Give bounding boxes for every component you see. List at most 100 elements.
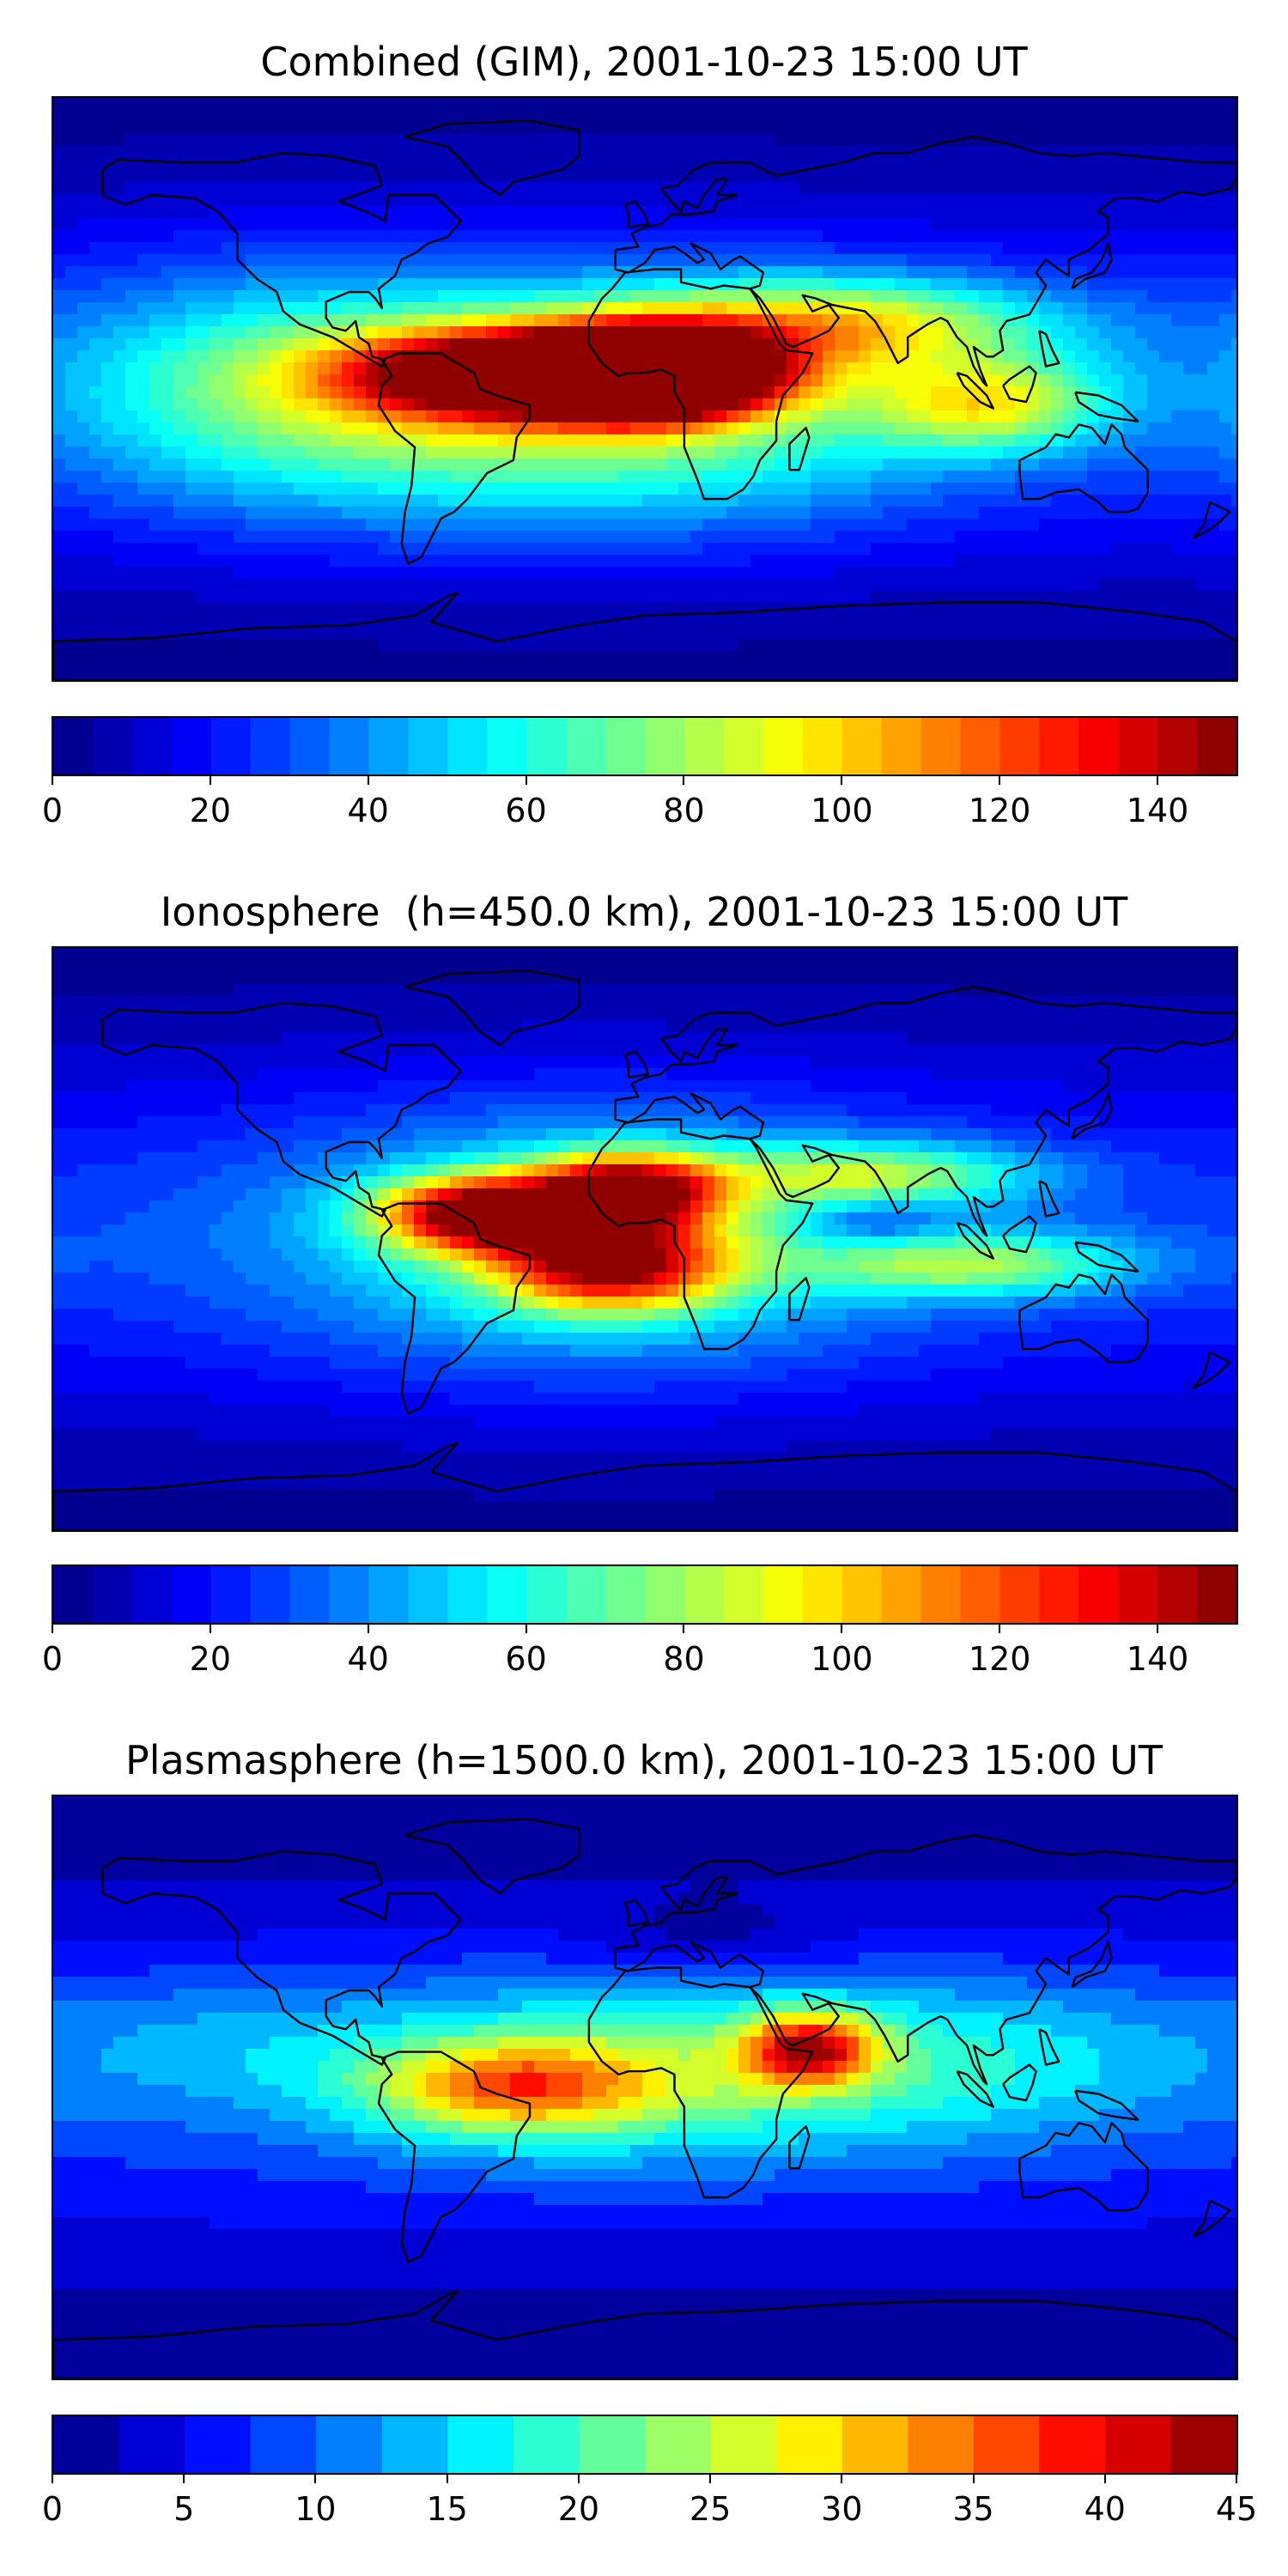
field-cell bbox=[438, 350, 451, 363]
field-cell bbox=[1075, 531, 1088, 544]
field-cell bbox=[125, 434, 138, 447]
field-cell bbox=[185, 182, 198, 195]
field-cell bbox=[234, 338, 246, 351]
field-cell bbox=[246, 170, 258, 183]
field-cell bbox=[811, 134, 823, 147]
field-cell bbox=[486, 146, 499, 159]
field-cell bbox=[654, 422, 667, 435]
field-cell bbox=[522, 675, 535, 680]
field-cell bbox=[486, 278, 499, 291]
field-cell bbox=[330, 651, 343, 664]
field-cell bbox=[258, 338, 270, 351]
field-cell bbox=[919, 603, 932, 616]
field-cell bbox=[630, 651, 643, 664]
field-cell bbox=[390, 326, 403, 339]
field-cell bbox=[654, 615, 667, 628]
field-cell bbox=[414, 374, 427, 387]
field-cell bbox=[642, 615, 655, 628]
field-cell bbox=[53, 206, 66, 219]
field-cell bbox=[210, 170, 222, 183]
field-cell bbox=[1075, 158, 1088, 171]
field-cell bbox=[77, 230, 90, 243]
field-cell bbox=[967, 410, 980, 423]
field-cell bbox=[835, 459, 848, 471]
field-cell bbox=[883, 495, 896, 507]
field-cell bbox=[1015, 495, 1028, 507]
field-cell bbox=[1195, 302, 1208, 315]
field-cell bbox=[823, 362, 835, 375]
field-cell bbox=[618, 146, 631, 159]
field-cell bbox=[666, 591, 679, 604]
field-cell bbox=[222, 507, 234, 519]
field-cell bbox=[402, 362, 415, 375]
field-cell bbox=[402, 422, 415, 435]
field-cell bbox=[402, 230, 415, 243]
field-cell bbox=[161, 422, 174, 435]
field-cell bbox=[234, 507, 246, 519]
field-cell bbox=[570, 948, 583, 961]
field-cell bbox=[222, 603, 234, 616]
field-cell bbox=[1123, 663, 1136, 676]
field-cell bbox=[582, 254, 595, 267]
field-cell bbox=[630, 434, 643, 447]
field-cell bbox=[101, 434, 114, 447]
field-cell bbox=[859, 158, 872, 171]
field-cell bbox=[1147, 639, 1160, 652]
field-cell bbox=[991, 182, 1004, 195]
field-cell bbox=[570, 398, 583, 411]
field-cell bbox=[282, 651, 295, 664]
field-cell bbox=[173, 531, 186, 544]
field-cell bbox=[450, 639, 463, 652]
field-cell bbox=[498, 422, 511, 435]
field-cell bbox=[89, 314, 102, 327]
field-cell bbox=[847, 627, 860, 640]
field-cell bbox=[53, 615, 66, 628]
field-cell bbox=[1219, 302, 1232, 315]
field-cell bbox=[1219, 639, 1232, 652]
field-cell bbox=[522, 314, 535, 327]
field-cell bbox=[185, 567, 198, 580]
field-cell bbox=[185, 410, 198, 423]
field-cell bbox=[775, 266, 787, 279]
field-cell bbox=[149, 434, 162, 447]
field-cell bbox=[1039, 483, 1052, 495]
field-cell bbox=[943, 422, 956, 435]
field-cell bbox=[1003, 182, 1016, 195]
field-cell bbox=[149, 471, 162, 483]
field-cell bbox=[558, 302, 571, 315]
field-cell bbox=[185, 314, 198, 327]
field-cell bbox=[943, 146, 956, 159]
field-cell bbox=[606, 627, 619, 640]
field-cell bbox=[642, 507, 655, 519]
field-cell bbox=[402, 627, 415, 640]
field-cell bbox=[258, 350, 270, 363]
field-cell bbox=[354, 410, 367, 423]
field-cell bbox=[1171, 110, 1184, 123]
field-cell bbox=[113, 314, 126, 327]
field-cell bbox=[714, 98, 727, 111]
field-cell bbox=[510, 543, 523, 556]
field-cell bbox=[714, 948, 727, 961]
field-cell bbox=[318, 591, 331, 604]
field-cell bbox=[775, 110, 787, 123]
field-cell bbox=[931, 543, 944, 556]
field-cell bbox=[522, 122, 535, 135]
field-cell bbox=[714, 422, 727, 435]
field-cell bbox=[1183, 242, 1196, 255]
field-cell bbox=[943, 675, 956, 680]
field-cell bbox=[161, 410, 174, 423]
field-cell bbox=[474, 290, 487, 303]
field-cell bbox=[1027, 615, 1040, 628]
field-cell bbox=[1111, 627, 1124, 640]
field-cell bbox=[474, 447, 487, 459]
field-cell bbox=[1207, 314, 1220, 327]
field-cell bbox=[53, 507, 66, 519]
field-cell bbox=[871, 519, 884, 532]
field-cell bbox=[113, 483, 126, 495]
field-cell bbox=[1195, 579, 1208, 592]
field-cell bbox=[919, 507, 932, 519]
field-cell bbox=[1159, 374, 1172, 387]
field-cell bbox=[1219, 471, 1232, 483]
field-cell bbox=[282, 507, 295, 519]
field-cell bbox=[1063, 302, 1076, 315]
